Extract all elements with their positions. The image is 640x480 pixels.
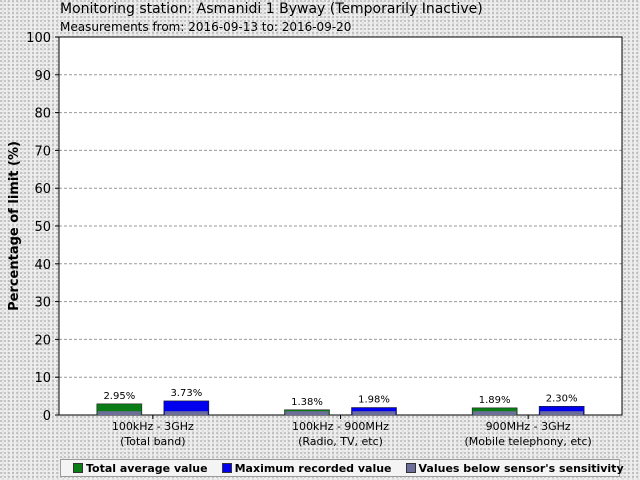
legend-item-total-average: Total average value [73,462,208,475]
legend-label-total-average: Total average value [86,461,208,475]
legend-swatch-below-sensitivity [405,463,416,473]
bar-value-label: 2.95% [103,391,135,402]
legend-label-maximum: Maximum recorded value [234,461,392,475]
x-tick-label: 100kHz - 900MHz [292,420,389,433]
bar-below-sensitivity [473,411,517,415]
legend-item-below-sensitivity: Values below sensor's sensitivity [405,461,624,475]
y-tick-label: 40 [34,258,51,273]
y-tick-label: 10 [34,371,51,386]
chart-title: Monitoring station: Asmanidi 1 Byway (Te… [60,1,483,17]
y-tick-label: 70 [34,144,51,159]
x-tick-sublabel: (Radio, TV, etc) [298,435,383,448]
y-tick-label: 30 [34,296,51,311]
x-tick-sublabel: (Mobile telephony, etc) [464,435,591,448]
bar-below-sensitivity [540,411,584,415]
bar-below-sensitivity [285,411,329,415]
bar-below-sensitivity [97,411,141,415]
bar-value-label: 3.73% [170,388,202,399]
y-tick-label: 20 [34,333,51,348]
bar-value-label: 1.38% [291,397,323,408]
chart-subtitle: Measurements from: 2016-09-13 to: 2016-0… [60,20,352,34]
bar-value-label: 2.30% [546,393,578,404]
chart-legend: Total average value Maximum recorded val… [60,459,624,477]
y-tick-label: 60 [34,182,51,197]
bar-value-label: 1.89% [479,395,511,406]
bar-chart: 0 10 20 30 40 50 60 70 80 90 100 Percentage of limi… [7,31,623,448]
x-tick-label: 900MHz - 3GHz [486,420,571,433]
bar-value-label: 1.98% [358,395,390,406]
legend-label-below-sensitivity: Values below sensor's sensitivity [418,461,624,475]
y-tick-label: 0 [43,409,51,424]
legend-swatch-maximum [221,463,232,473]
bar-below-sensitivity [164,411,208,415]
y-tick-label: 50 [34,220,51,235]
y-tick-label: 100 [26,31,51,46]
y-tick-label: 90 [34,69,51,84]
legend-item-maximum: Maximum recorded value [221,461,392,475]
x-tick-label: 100kHz - 3GHz [112,420,194,433]
y-tick-label: 80 [34,107,51,122]
y-axis-label: Percentage of limit (%) [7,141,22,311]
bar-below-sensitivity [352,411,396,415]
legend-swatch-total-average [73,463,83,473]
x-tick-sublabel: (Total band) [120,435,185,448]
